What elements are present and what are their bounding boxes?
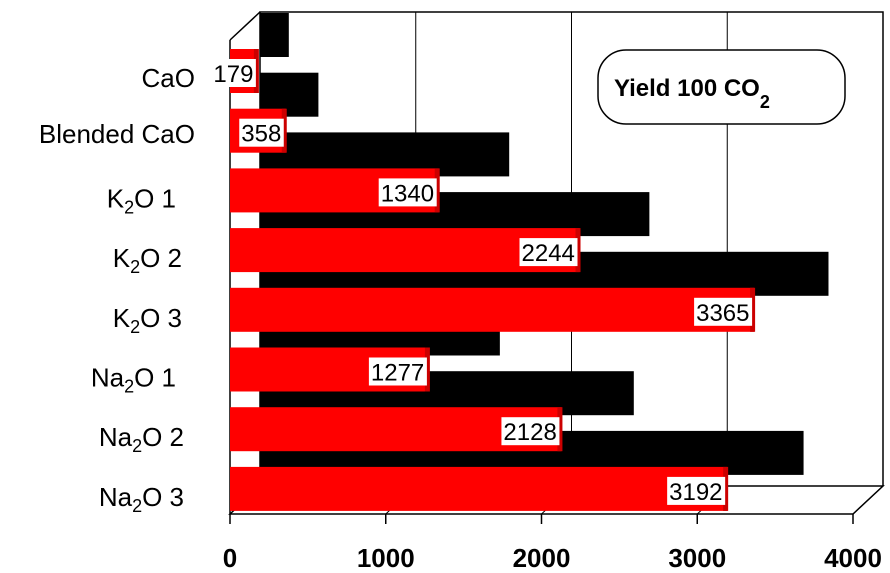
category-label: K2O 2 bbox=[113, 243, 182, 277]
x-tick-label: 0 bbox=[223, 543, 237, 573]
chart-title: Yield 100 CO2 bbox=[614, 75, 770, 112]
value-label: 2244 bbox=[522, 240, 575, 267]
left-wall-top-edge bbox=[229, 11, 261, 41]
category-label: Blended CaO bbox=[39, 119, 195, 149]
category-label: K2O 3 bbox=[113, 303, 182, 337]
bar-red-edge bbox=[281, 108, 287, 153]
bar-red-edge bbox=[253, 49, 259, 93]
value-label: 1277 bbox=[371, 360, 424, 387]
value-label: 179 bbox=[213, 61, 253, 88]
category-label: Na2O 1 bbox=[91, 363, 176, 397]
value-labels: 179 358 1340 2244 3365 1277 2128 3192 bbox=[211, 59, 753, 506]
value-label-bg bbox=[368, 357, 427, 386]
bar-red-edge bbox=[434, 168, 440, 213]
x-tick-label: 2000 bbox=[513, 543, 571, 573]
category-labels: CaO Blended CaO K2O 1 K2O 2 K2O 3 Na2O 1 Na2O … bbox=[39, 63, 195, 516]
bar-red bbox=[230, 466, 728, 511]
value-label: 3192 bbox=[669, 479, 722, 506]
value-label-bg bbox=[239, 118, 284, 147]
value-label: 1340 bbox=[381, 180, 434, 207]
x-axis-ticks: 0 1000 2000 3000 4000 bbox=[223, 514, 882, 573]
value-label: 358 bbox=[241, 121, 281, 148]
floor-grid-line bbox=[852, 485, 884, 515]
category-label: Na2O 2 bbox=[99, 422, 184, 456]
bar-red-edge bbox=[424, 347, 430, 392]
x-tick-label: 4000 bbox=[824, 543, 882, 573]
bar-red bbox=[230, 287, 755, 332]
value-label-bg bbox=[211, 59, 256, 87]
category-label: CaO bbox=[142, 63, 195, 93]
value-label: 2128 bbox=[503, 419, 556, 446]
value-label: 3365 bbox=[696, 300, 749, 327]
bar-red-edge bbox=[557, 407, 563, 452]
value-label-bg bbox=[501, 417, 560, 446]
value-label-bg bbox=[667, 476, 726, 505]
title-box-frame bbox=[597, 49, 846, 125]
bar-red-edge bbox=[575, 228, 581, 273]
value-label-bg bbox=[694, 297, 753, 326]
value-label-bg bbox=[378, 178, 437, 207]
category-label: Na2O 3 bbox=[99, 482, 184, 516]
bar-red-edge bbox=[723, 466, 729, 511]
x-tick-label: 3000 bbox=[668, 543, 726, 573]
title-box: Yield 100 CO2 bbox=[597, 49, 846, 125]
bar-black bbox=[260, 13, 289, 57]
x-tick-label: 1000 bbox=[357, 543, 415, 573]
value-label-bg bbox=[519, 238, 578, 267]
category-label: K2O 1 bbox=[107, 183, 176, 217]
bar-red-edge bbox=[750, 287, 756, 332]
